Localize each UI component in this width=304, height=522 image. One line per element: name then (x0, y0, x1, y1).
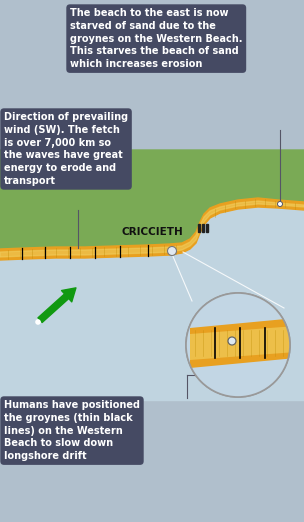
Circle shape (186, 293, 290, 397)
Polygon shape (0, 198, 304, 260)
Point (233, 327, 237, 333)
Circle shape (186, 293, 290, 397)
Polygon shape (198, 224, 200, 232)
Point (209, 353, 213, 359)
Polygon shape (202, 224, 204, 232)
Text: Humans have positioned
the groynes (thin black
lines) on the Western
Beach to sl: Humans have positioned the groynes (thin… (4, 400, 140, 461)
Point (265, 353, 269, 359)
Circle shape (278, 201, 282, 207)
Point (241, 353, 245, 359)
Point (265, 327, 269, 333)
Circle shape (35, 319, 41, 325)
Polygon shape (190, 326, 296, 360)
Point (217, 353, 221, 359)
Point (213, 355, 217, 361)
Point (193, 327, 197, 333)
FancyArrowPatch shape (38, 288, 76, 323)
Point (209, 327, 213, 333)
Point (201, 327, 205, 333)
Point (273, 353, 277, 359)
Point (281, 327, 285, 333)
Point (233, 353, 237, 359)
Circle shape (168, 246, 177, 255)
Point (289, 353, 293, 359)
Text: CRICCIETH: CRICCIETH (121, 227, 183, 237)
Polygon shape (206, 224, 208, 232)
Text: The beach to the east is now
starved of sand due to the
groynes on the Western B: The beach to the east is now starved of … (70, 8, 243, 69)
Circle shape (228, 337, 236, 345)
Polygon shape (0, 150, 304, 249)
Point (273, 327, 277, 333)
Point (263, 325, 267, 331)
Point (257, 327, 261, 333)
Polygon shape (190, 318, 296, 368)
Point (201, 353, 205, 359)
Point (249, 353, 253, 359)
Polygon shape (0, 195, 304, 400)
Text: Direction of prevailing
wind (SW). The fetch
is over 7,000 km so
the waves have : Direction of prevailing wind (SW). The f… (4, 112, 128, 186)
Point (217, 327, 221, 333)
Point (238, 355, 242, 361)
Polygon shape (0, 201, 304, 257)
Point (263, 355, 267, 361)
Point (193, 353, 197, 359)
Point (213, 325, 217, 331)
Point (241, 327, 245, 333)
Point (225, 353, 229, 359)
Point (281, 353, 285, 359)
Point (225, 327, 229, 333)
Point (249, 327, 253, 333)
Point (289, 327, 293, 333)
Point (257, 353, 261, 359)
Point (238, 325, 242, 331)
